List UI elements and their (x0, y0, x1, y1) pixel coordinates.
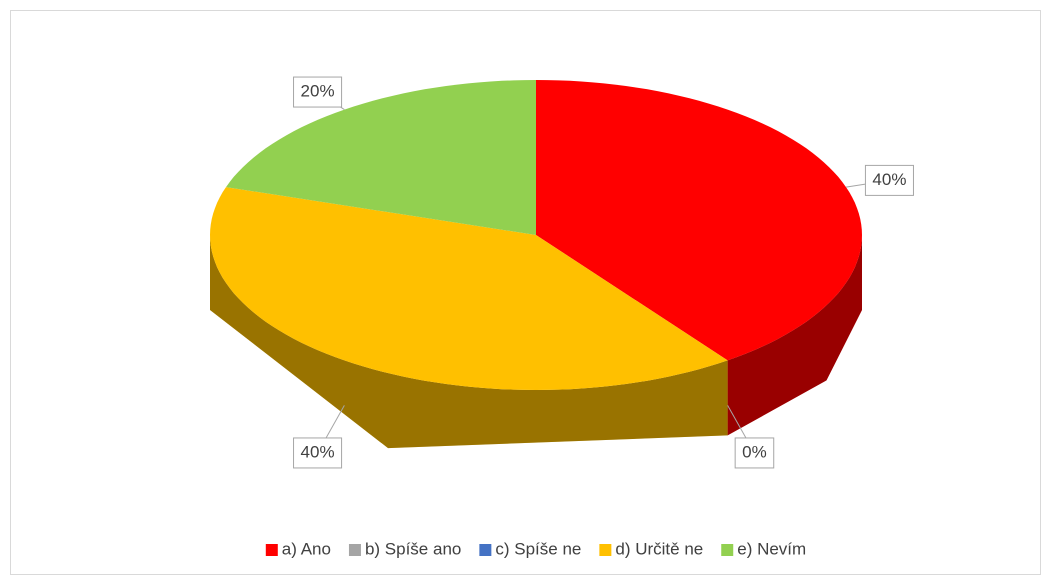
legend-item: c) Spíše ne (479, 539, 581, 558)
legend-item: d) Určitě ne (599, 539, 703, 558)
pie-slice (210, 187, 728, 390)
legend-label: a) Ano (282, 539, 331, 558)
data-label: 40% (301, 442, 335, 461)
legend-item: e) Nevím (721, 539, 806, 558)
legend-item: b) Spíše ano (348, 539, 461, 558)
legend-swatch (265, 544, 278, 556)
legend-swatch (599, 544, 612, 556)
pie-side (727, 235, 862, 436)
data-label: 40% (872, 170, 906, 189)
data-label-box (293, 76, 343, 108)
legend-label: c) Spíše ne (495, 539, 581, 558)
data-label-box (864, 164, 914, 196)
data-label-box (293, 437, 343, 469)
legend-label: e) Nevím (737, 539, 806, 558)
legend-item: a) Ano (265, 539, 331, 558)
legend-swatch (348, 544, 361, 556)
legend-label: d) Určitě ne (615, 539, 703, 558)
legend-swatch (721, 544, 734, 556)
data-label-box (734, 437, 775, 469)
data-label: 0% (742, 442, 767, 461)
pie-side-shade (210, 235, 728, 449)
legend-label: b) Spíše ano (365, 539, 461, 558)
data-label: 20% (301, 82, 335, 101)
pie-side (210, 235, 728, 449)
pie-slice (226, 80, 536, 235)
legend-swatch (479, 544, 492, 556)
pie-slice (536, 80, 862, 361)
pie-side-shade (727, 235, 862, 436)
